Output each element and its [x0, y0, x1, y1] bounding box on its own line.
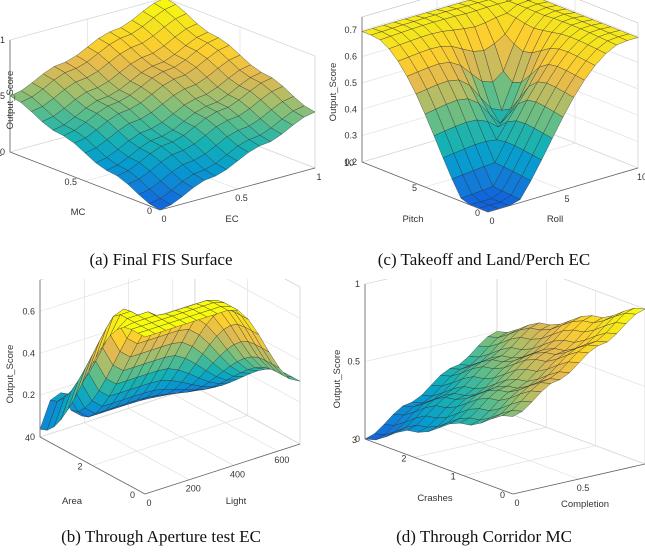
- y-tick-label: 5: [412, 183, 417, 193]
- y-axis-title: MC: [71, 207, 86, 218]
- x-tick-label: 0: [489, 216, 494, 226]
- z-tick-label: 0.5: [347, 357, 360, 367]
- x-axis-title: EC: [225, 214, 238, 225]
- x-tick-label: 0: [161, 214, 166, 224]
- panel-b: 0 200 400 600 0 2 4 0 0.2 0.4 0.6 Light Area Output_S…: [0, 279, 322, 557]
- x-tick-label: 600: [274, 455, 289, 465]
- y-axis-line: [39, 436, 146, 495]
- y-tick-label: 10: [344, 158, 354, 168]
- z-tick-label: 0.2: [344, 157, 357, 167]
- z-tick-label: 0.3: [344, 131, 357, 141]
- panel-d: 00.51012300.51CompletionCrashesOutput_Sc…: [323, 279, 645, 557]
- surface-mesh: [9, 0, 316, 211]
- z-tick-label: 0.6: [344, 52, 357, 62]
- z-axis-title: Output_Score: [328, 63, 339, 122]
- y-tick-label: 1: [0, 148, 2, 158]
- y-tick-label: 0: [475, 208, 480, 218]
- y-axis-title: Area: [62, 496, 83, 507]
- surface-facet: [137, 329, 156, 338]
- y-tick-label: 0: [147, 206, 152, 216]
- axes: 00.51012300.51CompletionCrashesOutput_Sc…: [332, 279, 645, 510]
- x-axis-title: Roll: [547, 214, 563, 225]
- z-tick-label: 0.5: [344, 78, 357, 88]
- y-tick-label: 3: [352, 435, 357, 445]
- y-tick-label: 4: [25, 433, 30, 443]
- y-tick-label: 2: [401, 453, 406, 463]
- caption-a: (a) Final FIS Surface: [89, 250, 233, 269]
- z-gridline: [9, 0, 316, 57]
- x-axis-line: [512, 463, 645, 495]
- surface-plot-d: 00.51012300.51CompletionCrashesOutput_Sc…: [332, 279, 645, 510]
- x-axis-line: [144, 443, 301, 495]
- x-tick-label: 10: [637, 172, 645, 182]
- surface-facet: [148, 198, 172, 211]
- axes: 051005100.20.30.40.50.60.7RollPitchOutpu…: [328, 17, 645, 226]
- z-tick-label: 1: [355, 279, 360, 289]
- z-tick-label: 0.2: [22, 390, 35, 400]
- z-axis-title: Output_Score: [5, 71, 16, 130]
- surface-mesh: [39, 300, 301, 431]
- x-tick-label: 0.5: [577, 483, 590, 493]
- z-tick-label: 1: [0, 35, 5, 45]
- z-tick-label: 0.6: [22, 306, 35, 316]
- x-axis-title: Light: [226, 496, 247, 507]
- y-gridline: [92, 279, 248, 466]
- y-axis-line: [9, 151, 161, 211]
- z-tick-label: 0: [0, 147, 5, 157]
- x-axis-line: [159, 167, 316, 211]
- y-tick-label: 0: [500, 490, 505, 500]
- z-gridline: [364, 279, 645, 310]
- x-tick-label: 5: [564, 194, 569, 204]
- z-tick-label: 0.4: [22, 348, 35, 358]
- z-tick-label: 0.4: [344, 104, 357, 114]
- y-tick-label: 0: [130, 490, 135, 500]
- z-tick-label: 0: [30, 432, 35, 442]
- z-gridline: [361, 0, 639, 37]
- caption-c: (c) Takeoff and Land/Perch EC: [377, 250, 591, 269]
- surface-plot-c: 051005100.20.30.40.50.60.7RollPitchOutpu…: [328, 0, 645, 226]
- x-tick-label: 0: [514, 498, 519, 508]
- surface-mesh: [364, 307, 645, 441]
- caption-d: (d) Through Corridor MC: [396, 527, 572, 546]
- surface-mesh: [361, 0, 639, 213]
- z-tick-label: 0.7: [344, 25, 357, 35]
- y-axis-title: Crashes: [417, 493, 453, 504]
- z-gridline: [39, 279, 301, 319]
- x-tick-label: 0: [146, 498, 151, 508]
- surface-facet: [501, 410, 524, 417]
- z-axis-title: Output_Score: [332, 350, 343, 409]
- z-tick-label: 0: [355, 434, 360, 444]
- y-axis-line: [364, 438, 514, 495]
- z-axis-title: Output_Score: [5, 345, 16, 404]
- x-axis-title: Completion: [561, 499, 609, 510]
- y-tick-label: 2: [77, 462, 82, 472]
- z-tick-label: 0.5: [0, 91, 5, 101]
- x-axis-line: [487, 167, 639, 213]
- x-tick-label: 200: [186, 484, 201, 494]
- y-tick-label: 1: [451, 472, 456, 482]
- y-axis-title: Pitch: [402, 214, 423, 225]
- caption-b: (b) Through Aperture test EC: [61, 527, 261, 546]
- y-tick-label: 0.5: [64, 177, 77, 187]
- panel-c: 0 5 10 0 5 10 0.2 0.3 0.4 0.5 0.6 0.7 Roll Pitch Outpu…: [323, 0, 645, 278]
- x-tick-label: 1: [316, 172, 321, 182]
- y-axis-line: [361, 161, 489, 213]
- x-tick-label: 400: [230, 469, 245, 479]
- x-tick-label: 0.5: [235, 193, 248, 203]
